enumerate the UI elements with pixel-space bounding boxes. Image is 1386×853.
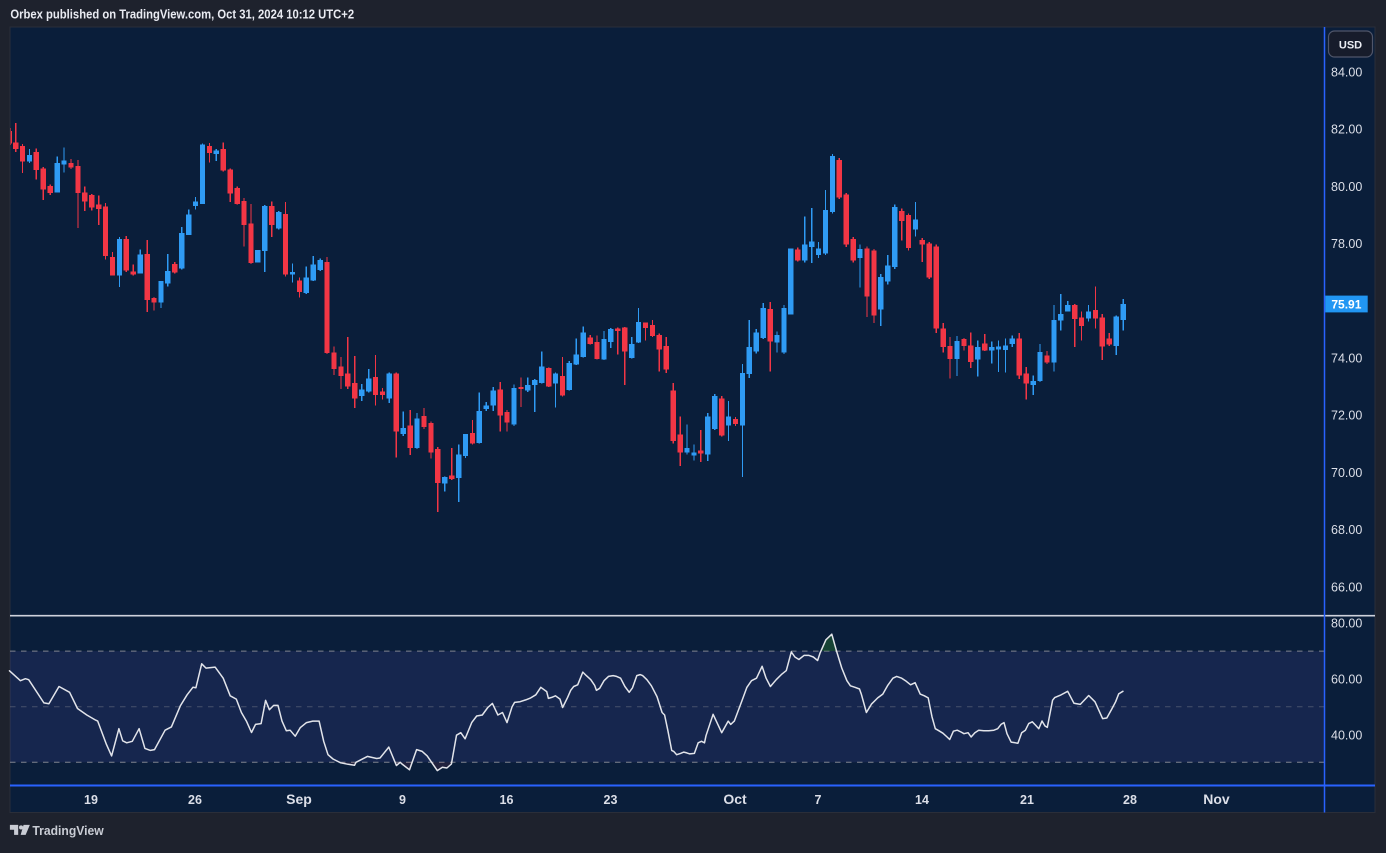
svg-text:75.91: 75.91 [1331, 297, 1361, 311]
svg-text:66.00: 66.00 [1331, 580, 1362, 594]
svg-text:40.00: 40.00 [1331, 729, 1362, 743]
svg-text:28: 28 [1123, 793, 1137, 807]
svg-text:7: 7 [815, 793, 822, 807]
svg-text:19: 19 [84, 793, 98, 807]
svg-text:80.00: 80.00 [1331, 180, 1362, 194]
svg-text:Oct: Oct [723, 791, 747, 807]
svg-text:78.00: 78.00 [1331, 237, 1362, 251]
svg-text:60.00: 60.00 [1331, 672, 1362, 686]
svg-text:Sep: Sep [286, 791, 312, 807]
svg-text:USD: USD [1339, 40, 1362, 52]
svg-text:72.00: 72.00 [1331, 409, 1362, 423]
svg-text:21: 21 [1020, 793, 1034, 807]
svg-text:TradingView: TradingView [32, 824, 104, 838]
svg-text:84.00: 84.00 [1331, 65, 1362, 79]
svg-text:14: 14 [915, 793, 929, 807]
svg-text:Nov: Nov [1203, 791, 1230, 807]
svg-text:80.00: 80.00 [1331, 617, 1362, 631]
svg-text:82.00: 82.00 [1331, 123, 1362, 137]
svg-text:23: 23 [604, 793, 618, 807]
svg-text:68.00: 68.00 [1331, 523, 1362, 537]
svg-text:Orbex published on TradingView: Orbex published on TradingView.com, Oct … [10, 7, 354, 22]
svg-text:74.00: 74.00 [1331, 352, 1362, 366]
svg-text:16: 16 [500, 793, 514, 807]
svg-text:26: 26 [188, 793, 202, 807]
svg-text:70.00: 70.00 [1331, 466, 1362, 480]
svg-text:9: 9 [399, 793, 406, 807]
